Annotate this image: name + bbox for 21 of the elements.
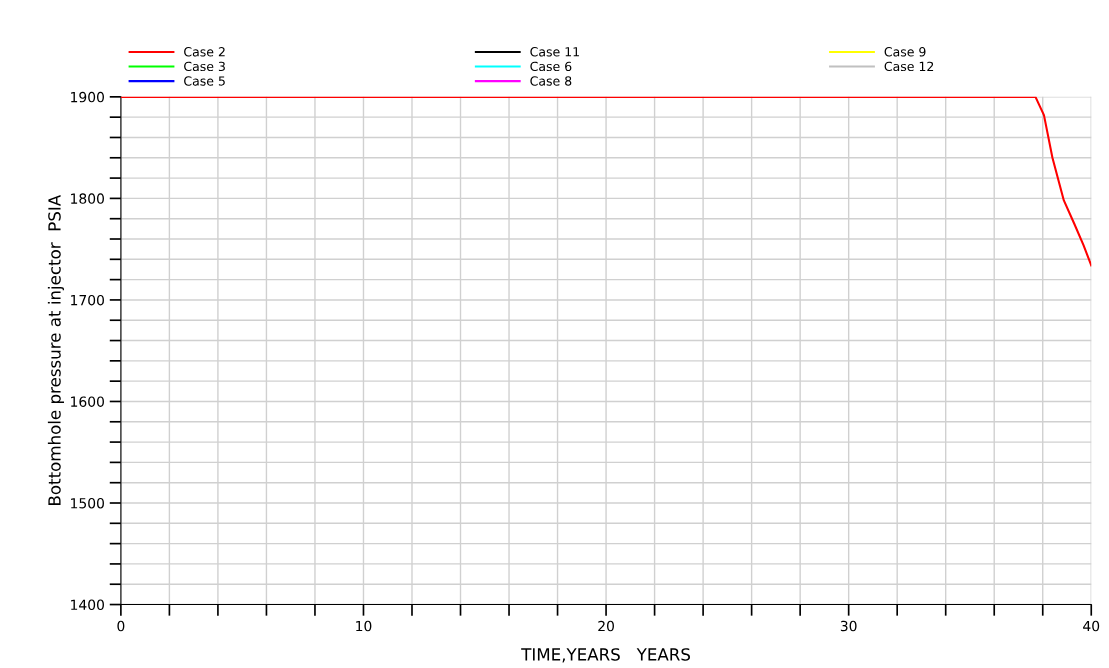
x-tick-label: 20 [598,620,614,632]
x-tick-label: 0 [117,620,125,632]
x-tick-label: 10 [356,620,372,632]
legend-label: Case 9 [884,47,926,57]
legend-label: Case 6 [530,61,572,72]
y-tick-label: 1900 [71,91,104,103]
legend-label: Case 3 [184,61,225,72]
x-tick-label: 40 [1083,620,1100,632]
legend-label: Case 12 [884,61,934,72]
legend-label: Case 11 [530,47,579,57]
x-axis-title: TIME,YEARS YEARS [521,648,691,663]
y-axis-title: Bottomhole pressure at injector PSIA [47,194,65,505]
legend-label: Case 2 [184,47,225,57]
legend-label: Case 5 [184,76,225,86]
x-tick-label: 30 [840,620,857,632]
y-tick-label: 1700 [71,294,104,306]
legend-label: Case 8 [530,76,572,86]
y-tick-label: 1400 [71,599,104,611]
y-tick-label: 1600 [71,396,104,407]
y-tick-label: 1500 [71,497,104,509]
y-tick-label: 1800 [71,193,104,204]
